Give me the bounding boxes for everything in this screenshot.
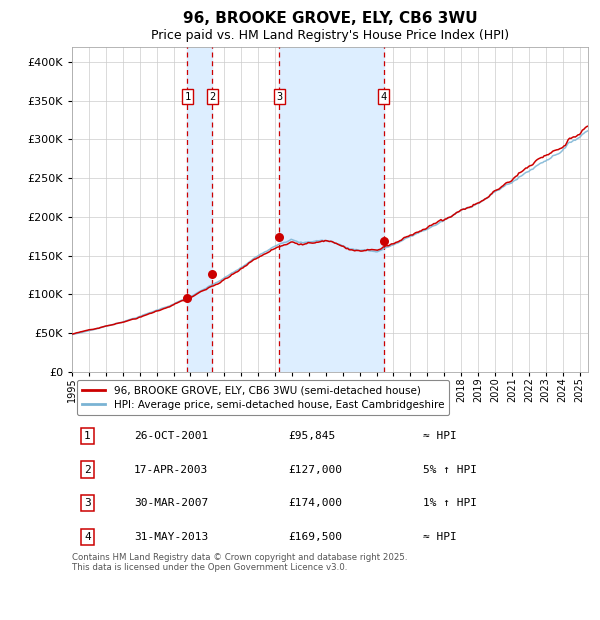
- Text: £174,000: £174,000: [289, 498, 343, 508]
- Bar: [187, 46, 212, 372]
- Text: £95,845: £95,845: [289, 431, 336, 441]
- Text: 1: 1: [184, 92, 191, 102]
- Text: £127,000: £127,000: [289, 464, 343, 474]
- Text: 96, BROOKE GROVE, ELY, CB6 3WU: 96, BROOKE GROVE, ELY, CB6 3WU: [182, 11, 478, 26]
- Text: 31-MAY-2013: 31-MAY-2013: [134, 532, 208, 542]
- Bar: [279, 46, 383, 372]
- Text: 1: 1: [84, 431, 91, 441]
- Text: 5% ↑ HPI: 5% ↑ HPI: [423, 464, 477, 474]
- Text: Contains HM Land Registry data © Crown copyright and database right 2025.
This d: Contains HM Land Registry data © Crown c…: [72, 552, 407, 572]
- Text: 3: 3: [84, 498, 91, 508]
- Text: 17-APR-2003: 17-APR-2003: [134, 464, 208, 474]
- Text: 3: 3: [276, 92, 283, 102]
- Text: 2: 2: [84, 464, 91, 474]
- Text: 4: 4: [84, 532, 91, 542]
- Text: ≈ HPI: ≈ HPI: [423, 532, 457, 542]
- Legend: 96, BROOKE GROVE, ELY, CB6 3WU (semi-detached house), HPI: Average price, semi-d: 96, BROOKE GROVE, ELY, CB6 3WU (semi-det…: [77, 380, 449, 415]
- Text: 2: 2: [209, 92, 215, 102]
- Text: 1% ↑ HPI: 1% ↑ HPI: [423, 498, 477, 508]
- Text: Price paid vs. HM Land Registry's House Price Index (HPI): Price paid vs. HM Land Registry's House …: [151, 29, 509, 42]
- Text: 4: 4: [380, 92, 387, 102]
- Text: £169,500: £169,500: [289, 532, 343, 542]
- Text: 26-OCT-2001: 26-OCT-2001: [134, 431, 208, 441]
- Text: ≈ HPI: ≈ HPI: [423, 431, 457, 441]
- Text: 30-MAR-2007: 30-MAR-2007: [134, 498, 208, 508]
